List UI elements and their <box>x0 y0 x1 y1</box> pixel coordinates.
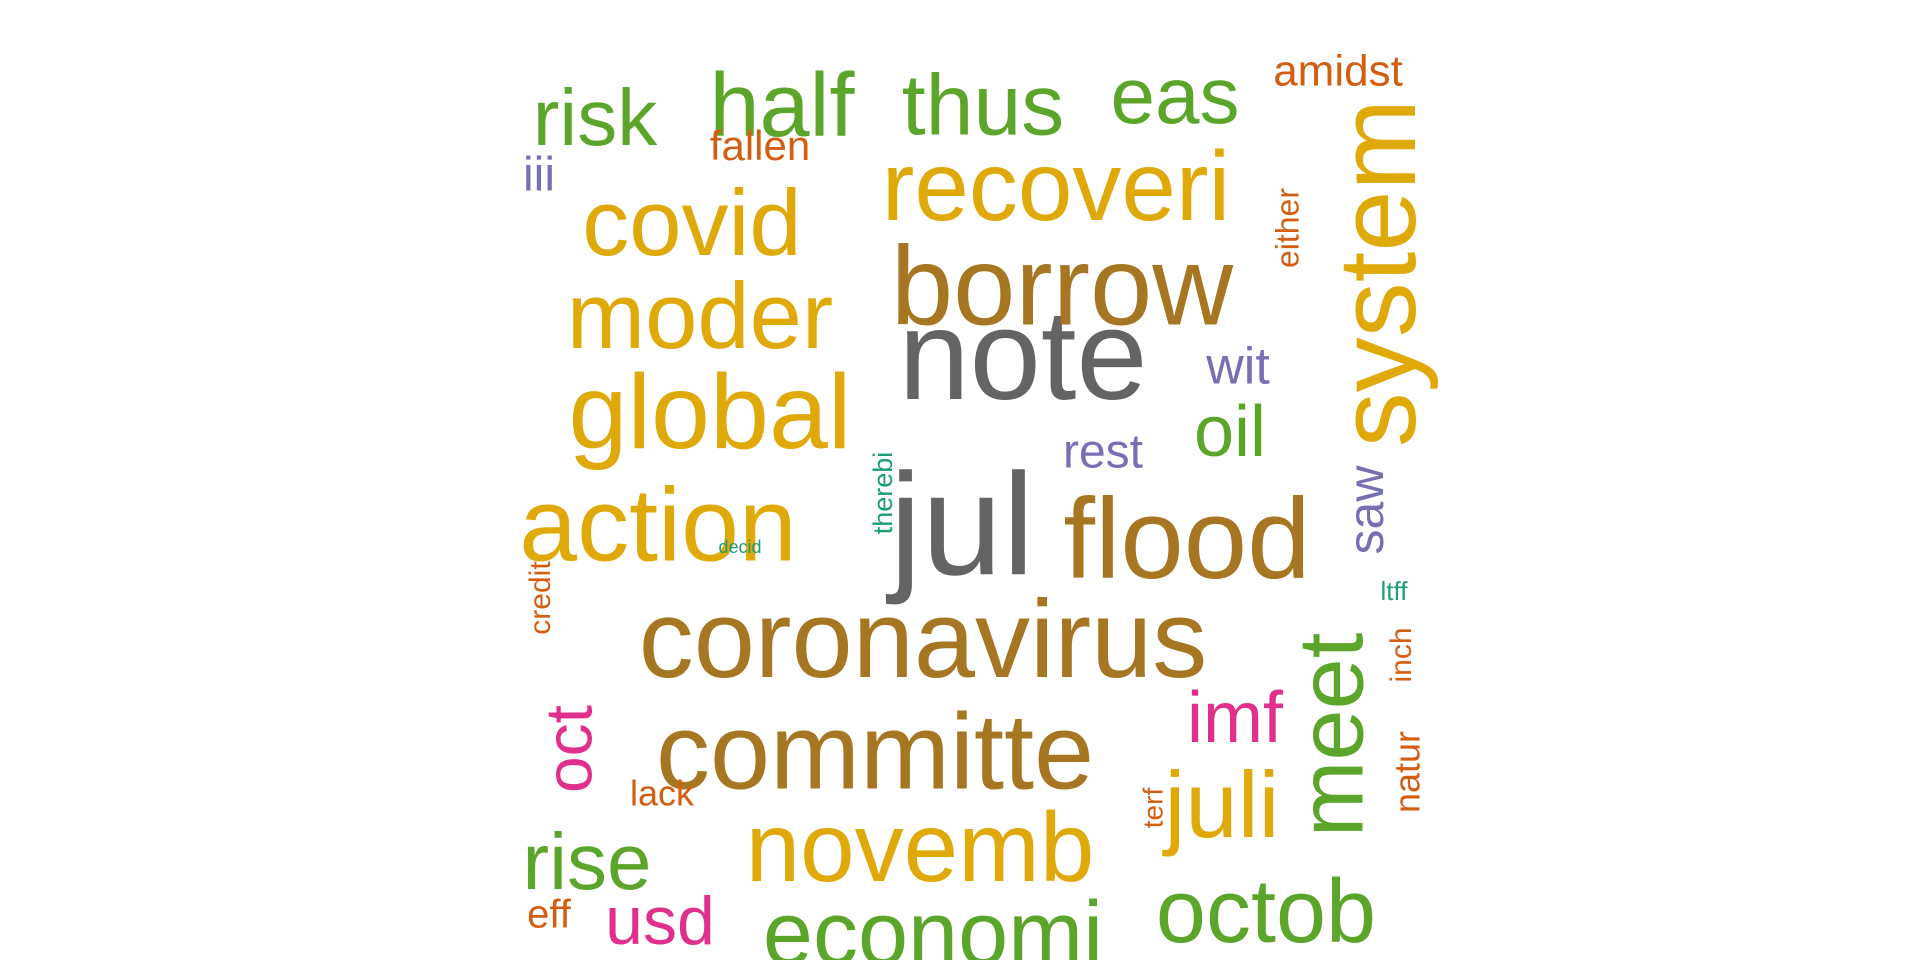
word-oil: oil <box>1194 392 1266 472</box>
word-imf: imf <box>1187 678 1284 758</box>
word-note: note <box>898 284 1147 427</box>
word-wit: wit <box>1205 338 1270 396</box>
word-credit: credit <box>524 561 557 635</box>
word-amidst: amidst <box>1273 47 1403 96</box>
word-ltff: ltff <box>1381 576 1409 606</box>
word-novemb: novemb <box>746 792 1095 902</box>
word-committe: committe <box>656 691 1094 812</box>
word-half: half <box>709 56 855 156</box>
word-rest: rest <box>1063 426 1143 479</box>
word-coronavirus: coronavirus <box>639 578 1208 701</box>
word-global: global <box>569 353 852 471</box>
word-economi: economi <box>763 884 1103 960</box>
word-saw: saw <box>1338 465 1394 555</box>
word-terf: terf <box>1137 788 1168 829</box>
word-covid: covid <box>582 170 801 275</box>
word-decid: decid <box>718 537 761 557</box>
word-lack: lack <box>630 773 695 814</box>
word-jul: jul <box>885 443 1034 605</box>
word-action: action <box>519 467 797 583</box>
word-either: either <box>1269 188 1305 268</box>
word-risk: risk <box>533 73 658 162</box>
word-juli: juli <box>1162 752 1280 857</box>
word-moder: moder <box>567 263 833 368</box>
word-usd: usd <box>605 883 715 959</box>
word-fallen: fallen <box>710 122 810 169</box>
word-iii: iii <box>523 149 555 202</box>
word-meet: meet <box>1280 633 1382 838</box>
word-oct: oct <box>531 705 605 793</box>
word-flood: flood <box>1063 476 1310 603</box>
word-thus: thus <box>902 58 1065 154</box>
word-inch: inch <box>1385 627 1418 682</box>
word-therebi: therebi <box>868 452 898 535</box>
word-eas: eas <box>1111 51 1240 140</box>
word-octob: octob <box>1156 862 1376 960</box>
word-eff: eff <box>527 893 572 937</box>
word-recoveri: recoveri <box>882 131 1231 241</box>
word-rise: rise <box>523 817 652 906</box>
word-borrow: borrow <box>891 224 1234 349</box>
word-natur: natur <box>1387 731 1428 813</box>
word-system: system <box>1316 99 1439 447</box>
